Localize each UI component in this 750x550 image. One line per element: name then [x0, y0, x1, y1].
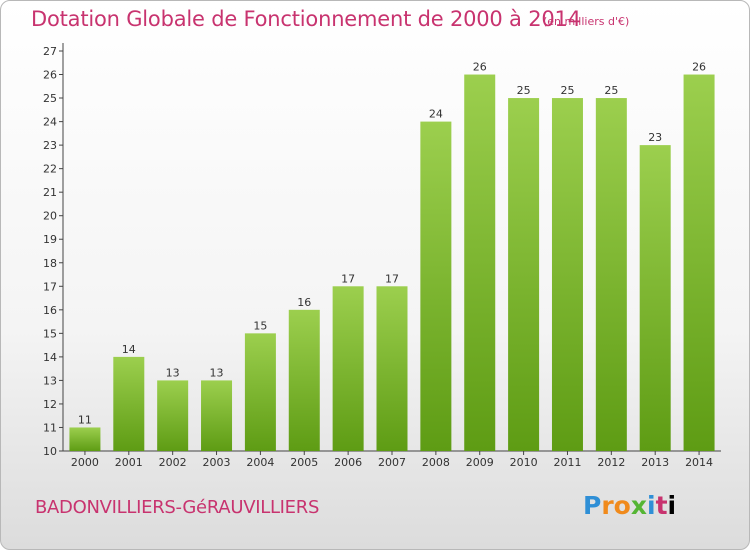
- commune-name: BADONVILLIERS-GéRAUVILLIERS: [35, 497, 320, 518]
- bar-2007: [376, 286, 408, 451]
- data-label-2005: 16: [297, 296, 311, 309]
- y-tick-label: 10: [43, 445, 57, 458]
- y-tick-label: 26: [43, 69, 57, 82]
- x-tick-label: 2001: [115, 456, 143, 469]
- y-tick-label: 22: [43, 163, 57, 176]
- x-tick-label: 2007: [378, 456, 406, 469]
- y-tick-label: 12: [43, 398, 57, 411]
- x-tick-label: 2009: [466, 456, 494, 469]
- bar-2005: [288, 309, 320, 451]
- logo-letter: r: [601, 491, 614, 520]
- bar-2006: [332, 286, 364, 451]
- bar-2001: [113, 356, 145, 451]
- data-label-2003: 13: [210, 366, 224, 379]
- data-labels: 11 14 13 13 15 16 17 17 24 26 25 25 25 23 26: [78, 61, 706, 427]
- data-label-2001: 14: [122, 343, 136, 356]
- x-tick-label: 2006: [334, 456, 362, 469]
- bar-2011: [551, 98, 583, 451]
- bar-2014: [683, 74, 715, 451]
- data-label-2007: 17: [385, 272, 399, 285]
- y-tick-label: 24: [43, 116, 57, 129]
- y-tick-label: 23: [43, 139, 57, 152]
- y-tick-label: 14: [43, 351, 57, 364]
- x-axis: 2000 2001 2002 2003 2004 2005 2006 2007 2008 2009…: [63, 450, 721, 469]
- proxiti-logo[interactable]: Proxiti: [583, 491, 676, 520]
- x-tick-label: 2003: [203, 456, 231, 469]
- y-tick-label: 19: [43, 233, 57, 246]
- logo-letter: i: [647, 491, 656, 520]
- x-tick-label: 2010: [510, 456, 538, 469]
- bars: [69, 74, 715, 452]
- bar-2013: [639, 145, 671, 451]
- logo-letter: t: [655, 491, 668, 520]
- y-tick-label: 15: [43, 327, 57, 340]
- bar-2012: [595, 98, 627, 451]
- y-tick-label: 17: [43, 280, 57, 293]
- chart-unit: (en milliers d'€): [543, 15, 630, 28]
- x-tick-label: 2005: [290, 456, 318, 469]
- data-label-2009: 26: [473, 61, 487, 74]
- data-label-2008: 24: [429, 108, 443, 121]
- y-axis: 10 11 12 13 14 15 16 17 18 19 20 21 22 23 24 25 26 27: [43, 43, 64, 458]
- y-tick-label: 13: [43, 374, 57, 387]
- bar-2003: [201, 380, 233, 451]
- data-label-2012: 25: [604, 84, 618, 97]
- logo-letter: P: [583, 491, 602, 520]
- x-tick-label: 2008: [422, 456, 450, 469]
- data-label-2011: 25: [560, 84, 574, 97]
- x-tick-label: 2013: [641, 456, 669, 469]
- logo-letter: o: [613, 491, 631, 520]
- x-tick-label: 2011: [553, 456, 581, 469]
- y-tick-label: 21: [43, 186, 57, 199]
- bar-2000: [69, 427, 101, 451]
- data-label-2000: 11: [78, 413, 92, 426]
- y-tick-label: 16: [43, 304, 57, 317]
- y-tick-label: 27: [43, 45, 57, 58]
- x-tick-label: 2002: [159, 456, 187, 469]
- x-tick-label: 2014: [685, 456, 713, 469]
- logo-letter: i: [667, 491, 677, 520]
- data-label-2004: 15: [253, 319, 267, 332]
- data-label-2014: 26: [692, 61, 706, 74]
- data-label-2006: 17: [341, 272, 355, 285]
- y-tick-label: 20: [43, 210, 57, 223]
- x-tick-label: 2004: [246, 456, 274, 469]
- data-label-2010: 25: [517, 84, 531, 97]
- bar-2004: [244, 333, 276, 451]
- y-tick-label: 18: [43, 257, 57, 270]
- bar-2002: [157, 380, 189, 451]
- logo-letter: x: [630, 491, 647, 520]
- x-tick-label: 2012: [597, 456, 625, 469]
- y-tick-label: 11: [43, 421, 57, 434]
- data-label-2013: 23: [648, 131, 662, 144]
- data-label-2002: 13: [166, 366, 180, 379]
- bar-2010: [508, 98, 540, 451]
- x-tick-label: 2000: [71, 456, 99, 469]
- bar-2009: [464, 74, 496, 451]
- y-tick-label: 25: [43, 92, 57, 105]
- bar-2008: [420, 121, 452, 452]
- chart-title: Dotation Globale de Fonctionnement de 20…: [31, 7, 581, 31]
